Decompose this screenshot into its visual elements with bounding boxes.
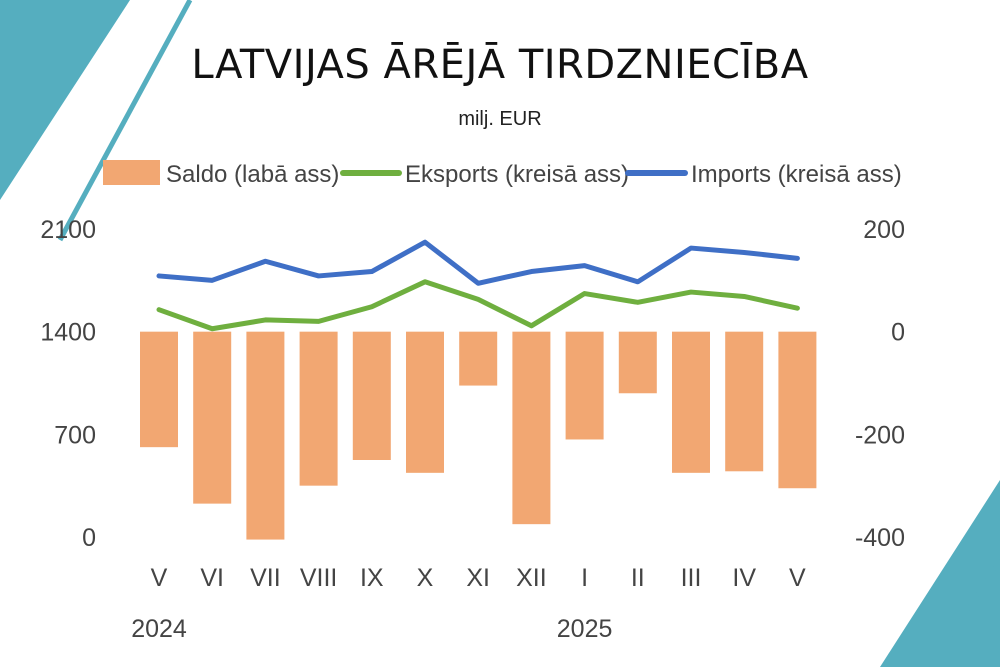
right-axis-tick-label: -200	[855, 421, 905, 449]
top-left-corner-shape	[0, 0, 130, 200]
top-left-corner-line	[57, 0, 193, 242]
left-axis-tick-label: 1400	[40, 319, 96, 347]
bottom-right-corner-line	[928, 558, 1000, 667]
saldo-bar	[246, 331, 285, 540]
saldo-bar	[565, 331, 604, 440]
x-axis-tick-label: VI	[200, 564, 224, 592]
saldo-bar	[725, 331, 764, 472]
legend-label-saldo: Saldo (labā ass)	[166, 161, 339, 188]
saldo-bar	[140, 331, 178, 448]
saldo-bar	[352, 331, 391, 460]
left-axis-tick-label: 0	[82, 524, 96, 552]
imports-line	[156, 239, 800, 286]
legend-label-imports: Imports (kreisā ass)	[691, 161, 902, 188]
lines-layer	[156, 239, 800, 332]
x-axis-tick-label: VIII	[300, 564, 338, 592]
x-axis-tick-label: XII	[516, 564, 547, 592]
right-axis-tick-label: 200	[863, 216, 905, 244]
legend-label-eksports: Eksports (kreisā ass)	[405, 161, 629, 188]
saldo-bar	[672, 331, 710, 473]
x-axis-tick-label: V	[789, 564, 806, 592]
bottom-right-corner-shape	[880, 480, 1000, 667]
right-axis-tick-label: -400	[855, 524, 905, 552]
saldo-bar	[618, 331, 657, 394]
saldo-bar	[512, 331, 551, 525]
eksports-line	[156, 279, 800, 332]
x-axis-tick-label: III	[681, 564, 702, 592]
saldo-bar	[406, 331, 444, 473]
saldo-bars	[140, 331, 817, 540]
x-axis-tick-label: VII	[250, 564, 281, 592]
x-axis-tick-label: I	[581, 564, 588, 592]
x-axis-tick-label: X	[417, 564, 434, 592]
left-axis-tick-label: 2100	[40, 216, 96, 244]
legend: Saldo (labā ass) Eksports (kreisā ass) I…	[103, 160, 902, 188]
saldo-bar	[778, 331, 817, 489]
x-axis-tick-label: IX	[360, 564, 384, 592]
x-axis-tick-label: II	[631, 564, 645, 592]
x-axis-tick-label: V	[151, 564, 168, 592]
saldo-bar	[459, 331, 498, 386]
chart-subtitle: milj. EUR	[458, 108, 542, 130]
chart-title: LATVIJAS ĀRĒJĀ TIRDZNIECĪBA	[191, 42, 809, 88]
legend-swatch-saldo	[103, 160, 160, 185]
year-label: 2025	[557, 615, 613, 643]
left-axis-tick-label: 700	[54, 421, 96, 449]
right-axis-tick-label: 0	[891, 319, 905, 347]
x-axis-tick-label: XI	[466, 564, 490, 592]
x-axis-tick-label: IV	[732, 564, 756, 592]
saldo-bar	[193, 331, 232, 504]
saldo-bar	[299, 331, 338, 486]
year-label: 2024	[131, 615, 187, 643]
